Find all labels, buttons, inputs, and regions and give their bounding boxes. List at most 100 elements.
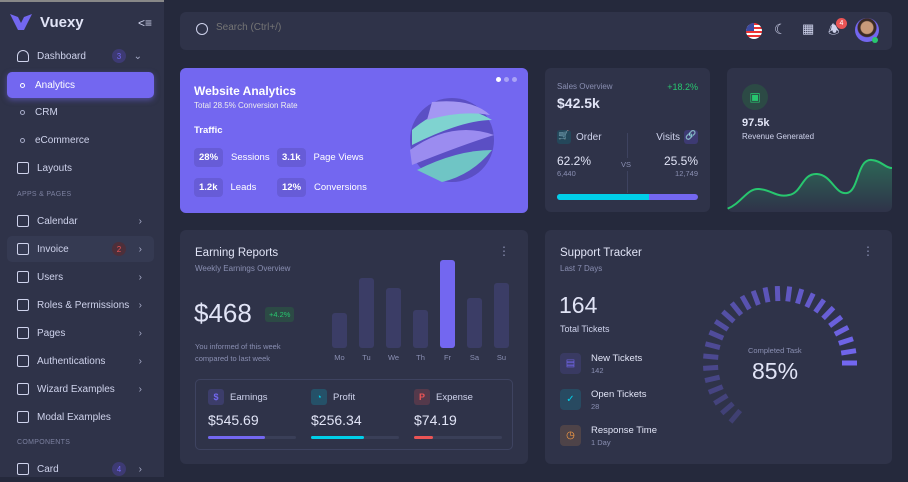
traffic-stat: 12% Conversions [277, 178, 367, 197]
gauge-segment [813, 298, 826, 314]
day-label: Su [496, 353, 507, 362]
carousel-indicators[interactable] [496, 77, 517, 82]
metric-earnings: $ Earnings $545.69 [208, 389, 296, 444]
sidebar-item-modal-examples[interactable]: Modal Examples [7, 404, 154, 430]
total-tickets-value: 164 [559, 292, 598, 318]
card-subtitle: Total 28.5% Conversion Rate [194, 101, 298, 110]
invoice-icon [17, 243, 29, 255]
wizard-icon [17, 383, 29, 395]
stat-value: 28% [194, 148, 224, 167]
sidebar-item-authentications[interactable]: Authentications › [7, 348, 154, 374]
gauge-segment [720, 401, 735, 416]
ticket-icon: ▤ [560, 353, 581, 374]
day-label: We [387, 353, 400, 362]
badge: 3 [112, 49, 126, 63]
us-flag-icon[interactable] [746, 23, 762, 39]
gauge-segment [804, 292, 816, 309]
change-badge: +4.2% [265, 307, 295, 322]
gauge-label: Completed Task [748, 346, 802, 355]
sidebar-item-dashboard[interactable]: Dashboard 3 ⌄ [7, 43, 154, 69]
visits-label: Visits [656, 132, 680, 143]
chevron-right-icon: › [138, 271, 142, 283]
shortcuts-icon[interactable]: ▦ [802, 21, 815, 36]
stat-value: 1.2k [194, 178, 223, 197]
section-header: COMPONENTS [17, 439, 71, 446]
row-label: Open Tickets [591, 389, 647, 400]
metric-progress [311, 436, 399, 439]
search-icon[interactable] [196, 23, 208, 35]
sidebar-item-calendar[interactable]: Calendar › [7, 208, 154, 234]
sidebar-item-crm[interactable]: CRM [7, 99, 154, 125]
circle-icon [20, 137, 25, 143]
stat-value: 12% [277, 178, 307, 197]
bar-Th [413, 310, 428, 348]
revenue-label: Revenue Generated [742, 132, 815, 141]
row-value: 142 [591, 366, 604, 375]
layout-sidebar-icon [17, 162, 29, 174]
gauge-segment [785, 286, 793, 302]
moon-icon[interactable]: ☾ [774, 21, 787, 37]
search-input[interactable] [216, 22, 516, 33]
gauge-segment [762, 286, 771, 303]
sidebar-item-invoice[interactable]: Invoice 2 › [7, 236, 154, 262]
sidebar-item-analytics[interactable]: Analytics [7, 72, 154, 98]
order-visits-progress [557, 194, 698, 200]
bar-Mo [332, 312, 347, 348]
card-subtitle: Last 7 Days [560, 264, 603, 273]
sidebar-item-users[interactable]: Users › [7, 264, 154, 290]
label: Roles & Permissions [37, 299, 130, 311]
bar-Tu [359, 277, 374, 348]
clock-icon: ◷ [560, 425, 581, 446]
more-vertical-icon[interactable]: ⋮ [498, 244, 510, 258]
users-icon [17, 271, 29, 283]
sidebar-item-ecommerce[interactable]: eCommerce [7, 127, 154, 153]
gauge-segment [833, 325, 850, 337]
sales-value: $42.5k [557, 95, 600, 111]
id-card-icon [17, 463, 29, 475]
gauge-segment [721, 309, 736, 324]
day-label: Th [416, 353, 425, 362]
sidebar-item-card[interactable]: Card 4 › [7, 456, 154, 482]
support-row: ◷ Response Time 1 Day [560, 425, 690, 449]
brand-logo[interactable]: Vuexy [0, 2, 164, 42]
collapse-menu-icon[interactable]: <≡ [137, 16, 152, 30]
smart-home-icon [17, 50, 29, 62]
revenue-value: 97.5k [742, 117, 770, 129]
weekly-bar-chart: Mo Tu We Th Fr Sa Su [332, 260, 518, 365]
metric-progress [414, 436, 502, 439]
gauge-segment [707, 384, 724, 395]
sidebar-item-wizard-examples[interactable]: Wizard Examples › [7, 376, 154, 402]
label: Calendar [37, 215, 78, 227]
sidebar-item-layouts[interactable]: Layouts [7, 155, 154, 181]
visits-count: 12,749 [675, 169, 698, 178]
support-row: ✓ Open Tickets 28 [560, 389, 690, 413]
support-row: ▤ New Tickets 142 [560, 353, 690, 377]
card-title: Website Analytics [194, 84, 297, 98]
card-title: Support Tracker [560, 247, 642, 259]
order-count: 6,440 [557, 169, 576, 178]
circle-icon [20, 82, 25, 88]
gauge-segment [703, 353, 719, 360]
metrics-box: $ Earnings $545.69 ◔ Profit $256.34 P Ex… [195, 379, 513, 450]
chevron-right-icon: › [138, 243, 142, 255]
bell-icon[interactable]: 🕭 [828, 22, 840, 37]
3d-sphere-illustration [410, 98, 494, 182]
metric-progress [208, 436, 296, 439]
traffic-heading: Traffic [194, 125, 223, 136]
shopping-cart-icon: 🛒 [557, 130, 571, 144]
metric-value: $256.34 [311, 412, 362, 428]
metric-label: Earnings [230, 392, 268, 403]
metric-value: $74.19 [414, 412, 457, 428]
circle-check-icon: ✓ [560, 389, 581, 410]
stat-label: Page Views [313, 152, 364, 163]
label: eCommerce [35, 134, 90, 146]
sidebar-item-pages[interactable]: Pages › [7, 320, 154, 346]
gauge-segment [704, 374, 721, 384]
navbar: ☾ ▦ 🕭 4 [180, 12, 892, 50]
earning-note: You informed of this week compared to las… [195, 341, 281, 365]
gauge-segment [703, 364, 719, 371]
completed-task-gauge [703, 285, 857, 424]
stat-value: 3.1k [277, 148, 306, 167]
sidebar-item-roles-permissions[interactable]: Roles & Permissions › [7, 292, 154, 318]
more-vertical-icon[interactable]: ⋮ [862, 244, 874, 258]
